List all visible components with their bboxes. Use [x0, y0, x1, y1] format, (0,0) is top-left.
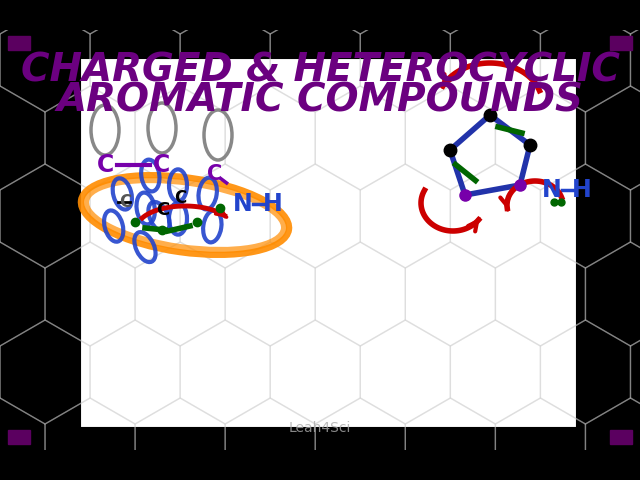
Text: C: C [97, 153, 114, 177]
Text: C: C [156, 201, 170, 219]
Bar [610, 430, 632, 444]
Bar [610, 36, 632, 50]
Text: H: H [263, 192, 283, 216]
Text: Leah4Sci: Leah4Sci [289, 421, 351, 435]
Text: C: C [154, 153, 171, 177]
Text: H: H [572, 178, 592, 202]
Bar [8, 36, 30, 50]
Text: CHARGED & HETEROCYCLIC: CHARGED & HETEROCYCLIC [20, 52, 620, 90]
Text: AROMATIC COMPOUNDS: AROMATIC COMPOUNDS [56, 82, 584, 120]
Text: C: C [174, 189, 186, 207]
Text: N: N [542, 178, 562, 202]
Text: C: C [207, 164, 223, 184]
Bar [8, 430, 30, 444]
Text: N: N [233, 192, 253, 216]
Text: C: C [119, 193, 131, 211]
